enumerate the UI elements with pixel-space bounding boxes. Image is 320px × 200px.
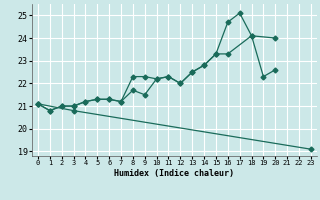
X-axis label: Humidex (Indice chaleur): Humidex (Indice chaleur) xyxy=(115,169,234,178)
